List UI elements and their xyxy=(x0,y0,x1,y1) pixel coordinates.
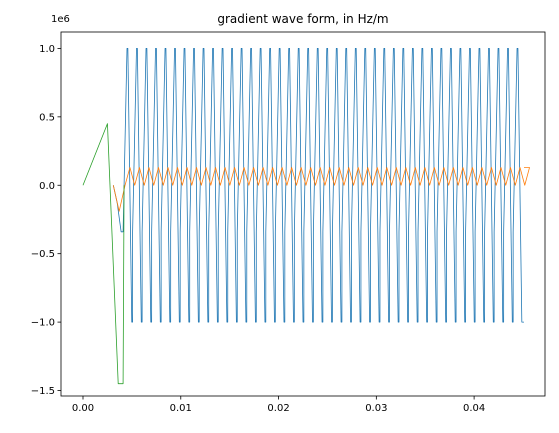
chart-title: gradient wave form, in Hz/m xyxy=(217,12,388,26)
y-tick-label: −1.5 xyxy=(31,386,55,397)
y-tick-label: −0.5 xyxy=(31,249,55,260)
axes-frame xyxy=(60,31,546,397)
x-axis: 0.00 0.01 0.02 0.03 0.04 xyxy=(72,396,485,414)
y-tick-label: 0.5 xyxy=(39,112,55,123)
x-tick-label: 0.02 xyxy=(267,403,289,414)
series-line-1 xyxy=(112,48,524,323)
y-tick-label: 0.0 xyxy=(39,181,55,192)
plot-area xyxy=(82,48,530,385)
y-axis: 1.0 0.5 0.0 −0.5 −1.0 −1.5 xyxy=(31,44,61,397)
y-tick-label: 1.0 xyxy=(39,44,55,55)
x-tick-label: 0.00 xyxy=(72,403,94,414)
x-tick-label: 0.01 xyxy=(170,403,192,414)
y-tick-label: −1.0 xyxy=(31,318,55,329)
series-line-3 xyxy=(82,123,125,385)
series-line-2 xyxy=(112,167,530,212)
x-tick-label: 0.03 xyxy=(365,403,387,414)
y-offset-label: 1e6 xyxy=(51,14,70,25)
x-tick-label: 0.04 xyxy=(463,403,485,414)
